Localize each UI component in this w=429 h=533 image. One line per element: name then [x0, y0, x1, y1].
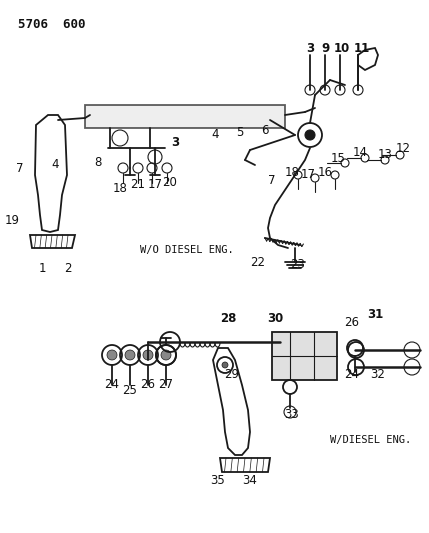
Text: 32: 32	[371, 368, 385, 382]
Text: 35: 35	[211, 473, 225, 487]
Text: 14: 14	[353, 146, 368, 158]
Text: 30: 30	[267, 311, 283, 325]
Text: 25: 25	[123, 384, 137, 397]
Text: 9: 9	[321, 42, 329, 54]
Text: 1: 1	[38, 262, 46, 274]
Text: 6: 6	[261, 124, 269, 136]
Text: 15: 15	[331, 151, 345, 165]
Text: 18: 18	[112, 182, 127, 195]
Text: 31: 31	[367, 309, 383, 321]
Text: 7: 7	[16, 161, 24, 174]
Circle shape	[305, 130, 315, 140]
Text: 5: 5	[236, 125, 244, 139]
Text: 23: 23	[290, 259, 305, 271]
Polygon shape	[272, 332, 337, 380]
Text: 4: 4	[211, 128, 219, 141]
Text: 16: 16	[317, 166, 332, 179]
Polygon shape	[85, 105, 285, 128]
Text: 24: 24	[344, 368, 360, 382]
Text: 22: 22	[251, 255, 266, 269]
Text: 17: 17	[300, 168, 315, 182]
Text: 28: 28	[220, 311, 236, 325]
Text: 10: 10	[334, 42, 350, 54]
Text: 18: 18	[284, 166, 299, 179]
Text: 34: 34	[242, 473, 257, 487]
Circle shape	[143, 350, 153, 360]
Text: 33: 33	[284, 408, 299, 422]
Text: 27: 27	[158, 378, 173, 392]
Text: 12: 12	[396, 141, 411, 155]
Text: 11: 11	[354, 42, 370, 54]
Text: 21: 21	[130, 179, 145, 191]
Text: 3: 3	[306, 42, 314, 54]
Text: 2: 2	[64, 262, 72, 274]
Text: W/DIESEL ENG.: W/DIESEL ENG.	[330, 435, 411, 445]
Text: 13: 13	[378, 149, 393, 161]
Text: W/O DIESEL ENG.: W/O DIESEL ENG.	[140, 245, 234, 255]
Text: 29: 29	[224, 368, 239, 382]
Text: 5706  600: 5706 600	[18, 18, 85, 31]
Circle shape	[161, 350, 171, 360]
Circle shape	[107, 350, 117, 360]
Text: 3: 3	[171, 135, 179, 149]
Text: 7: 7	[268, 174, 276, 187]
Text: 4: 4	[51, 158, 59, 172]
Text: 26: 26	[344, 316, 360, 328]
Text: 19: 19	[4, 214, 19, 227]
Text: 24: 24	[105, 378, 120, 392]
Text: 20: 20	[163, 175, 178, 189]
Text: 8: 8	[94, 156, 102, 168]
Text: 17: 17	[148, 179, 163, 191]
Circle shape	[222, 362, 228, 368]
Text: 26: 26	[141, 378, 155, 392]
Circle shape	[125, 350, 135, 360]
